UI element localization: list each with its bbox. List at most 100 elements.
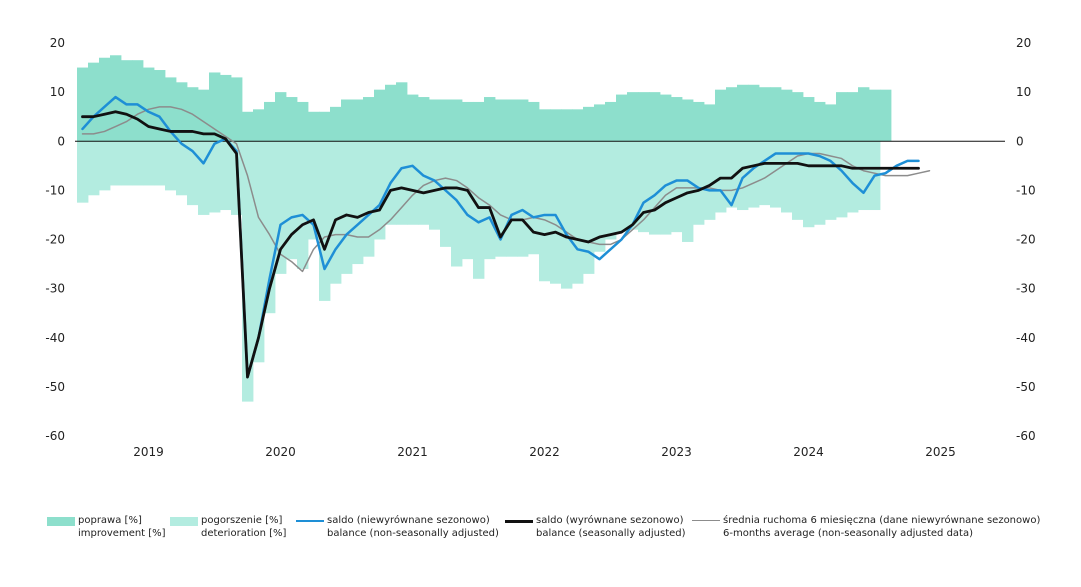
improvement-bar xyxy=(858,87,870,142)
deterioration-bar xyxy=(132,141,144,186)
deterioration-bar xyxy=(154,141,166,186)
legend-label-improvement-en: improvement [%] xyxy=(78,528,166,539)
deterioration-bar xyxy=(550,141,562,284)
deterioration-bar xyxy=(308,141,320,240)
deterioration-bar xyxy=(825,141,837,220)
improvement-bar xyxy=(418,97,430,142)
deterioration-bar xyxy=(407,141,419,225)
deterioration-bar xyxy=(253,141,265,363)
deterioration-bar xyxy=(704,141,716,220)
improvement-bar xyxy=(121,60,133,142)
improvement-bar xyxy=(385,84,397,142)
improvement-bar xyxy=(286,97,298,142)
improvement-bar xyxy=(528,101,540,142)
deterioration-bar xyxy=(330,141,342,284)
improvement-bar xyxy=(836,92,848,142)
y-tick-label-right: -30 xyxy=(1016,282,1036,296)
deterioration-bar xyxy=(286,141,298,260)
improvement-bar xyxy=(693,101,705,142)
deterioration-bar xyxy=(528,141,540,255)
legend-swatch-improvement xyxy=(47,517,75,526)
improvement-bar xyxy=(484,97,496,142)
improvement-bar xyxy=(550,109,562,142)
improvement-bar xyxy=(253,109,265,142)
deterioration-bar xyxy=(165,141,177,191)
deterioration-bar xyxy=(473,141,485,279)
improvement-bar xyxy=(726,87,738,142)
improvement-bar xyxy=(737,84,749,142)
y-tick-label-left: -50 xyxy=(45,380,65,394)
legend-swatch-balance-nsa xyxy=(296,520,324,522)
improvement-bar xyxy=(99,57,111,142)
improvement-bar xyxy=(880,89,892,142)
improvement-bar xyxy=(660,94,672,142)
legend-swatch-balance-sa xyxy=(505,520,533,523)
improvement-bar xyxy=(495,99,507,142)
deterioration-bar xyxy=(297,141,309,269)
deterioration-bar xyxy=(792,141,804,220)
improvement-bar xyxy=(440,99,452,142)
legend-label-balance-sa-en: balance (seasonally adjusted) xyxy=(536,528,686,539)
legend-label-moving-average-pl: średnia ruchoma 6 miesięczna (dane niewy… xyxy=(723,515,1041,526)
deterioration-bar xyxy=(847,141,859,213)
improvement-bar xyxy=(759,87,771,142)
deterioration-bar xyxy=(242,141,254,402)
improvement-bar xyxy=(649,92,661,142)
improvement-bar xyxy=(539,109,551,142)
y-tick-label-left: -30 xyxy=(45,282,65,296)
x-tick-label-year: 2020 xyxy=(265,445,296,459)
deterioration-bar xyxy=(627,141,639,230)
y-tick-label-left: -40 xyxy=(45,331,65,345)
improvement-bar xyxy=(748,84,760,142)
y-tick-label-right: -40 xyxy=(1016,331,1036,345)
deterioration-bar xyxy=(341,141,353,274)
improvement-bar xyxy=(407,94,419,142)
y-tick-label-right: -20 xyxy=(1016,233,1036,247)
deterioration-bar xyxy=(616,141,628,233)
x-tick-label-year: 2019 xyxy=(133,445,164,459)
x-tick-label-year: 2022 xyxy=(529,445,560,459)
improvement-bar xyxy=(605,101,617,142)
improvement-bar xyxy=(517,99,529,142)
deterioration-bar xyxy=(605,141,617,240)
legend-swatch-moving-average xyxy=(692,520,720,521)
improvement-bar xyxy=(671,97,683,142)
x-tick-label-year: 2024 xyxy=(793,445,824,459)
y-tick-label-left: -60 xyxy=(45,429,65,443)
improvement-bar xyxy=(506,99,518,142)
deterioration-bar xyxy=(374,141,386,240)
balance-nsa-line xyxy=(81,95,920,379)
legend-label-deterioration-en: deterioration [%] xyxy=(201,528,287,539)
deterioration-bar xyxy=(737,141,749,211)
improvement-bar xyxy=(638,92,650,142)
deterioration-bar xyxy=(275,141,287,274)
deterioration-bar xyxy=(594,141,606,252)
deterioration-bar xyxy=(649,141,661,235)
deterioration-bar xyxy=(759,141,771,206)
y-tick-label-left: 20 xyxy=(50,36,65,50)
deterioration-bar xyxy=(781,141,793,213)
deterioration-bar xyxy=(396,141,408,225)
deterioration-bar xyxy=(121,141,133,186)
y-tick-label-right: 20 xyxy=(1016,36,1031,50)
deterioration-bar xyxy=(693,141,705,225)
legend-label-improvement-pl: poprawa [%] xyxy=(78,515,142,526)
improvement-bar xyxy=(781,89,793,142)
deterioration-bar xyxy=(803,141,815,228)
improvement-bar xyxy=(869,89,881,142)
deterioration-bar xyxy=(495,141,507,257)
deterioration-bar xyxy=(484,141,496,260)
improvement-bar xyxy=(319,111,331,142)
deterioration-bar xyxy=(99,141,111,191)
deterioration-bar xyxy=(561,141,573,289)
improvement-bar xyxy=(792,92,804,142)
deterioration-bar xyxy=(858,141,870,211)
y-tick-label-right: -50 xyxy=(1016,380,1036,394)
deterioration-bar xyxy=(726,141,738,208)
improvement-bar xyxy=(814,101,826,142)
deterioration-bar xyxy=(451,141,463,267)
legend-label-balance-nsa-en: balance (non-seasonally adjusted) xyxy=(327,528,499,539)
improvement-bar xyxy=(330,106,342,142)
y-tick-label-right: -60 xyxy=(1016,429,1036,443)
